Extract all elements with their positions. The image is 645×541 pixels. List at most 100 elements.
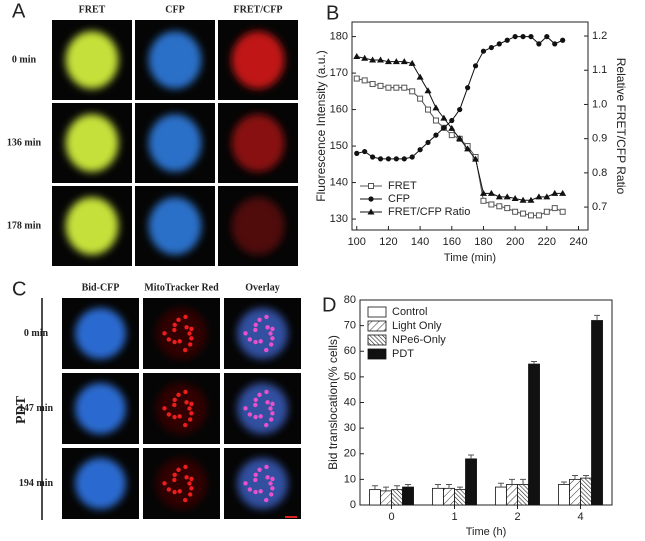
cell (156, 457, 207, 510)
legend-label: Control (392, 306, 427, 318)
y-tick-label: 10 (344, 473, 356, 485)
y2-tick-label: 0.9 (592, 133, 607, 145)
spot (270, 326, 275, 332)
error-bar (468, 454, 475, 459)
spot (269, 417, 274, 422)
cell (231, 197, 285, 255)
error-bar (405, 484, 412, 488)
y-tick-label: 130 (330, 213, 348, 225)
spot (189, 336, 194, 341)
column-header: CFP (165, 4, 184, 15)
spot (264, 347, 269, 353)
spot (268, 481, 273, 486)
spot (162, 331, 167, 336)
cell (148, 31, 202, 89)
y2-tick-label: 1.2 (592, 30, 607, 42)
marker (401, 84, 408, 91)
marker (479, 189, 487, 196)
spot (270, 401, 275, 407)
spot (183, 422, 188, 428)
y-tick-label: 70 (344, 320, 356, 332)
y2-tick-label: 0.7 (592, 201, 607, 213)
marker (361, 77, 368, 84)
spot (172, 477, 177, 483)
marker (551, 189, 559, 196)
spot (264, 464, 269, 470)
marker (432, 117, 439, 124)
x-axis-label: Time (min) (444, 252, 496, 264)
cell (231, 31, 285, 89)
x-tick-label: 160 (443, 236, 461, 248)
marker (511, 195, 519, 202)
spot (166, 487, 172, 492)
spot (243, 406, 248, 411)
x-tick-label: 1 (451, 511, 457, 523)
x-tick-label: 220 (538, 236, 556, 248)
cell (75, 307, 126, 360)
marker (535, 212, 542, 219)
spot (183, 314, 188, 320)
spot (257, 392, 262, 398)
marker (528, 33, 534, 40)
spot (172, 322, 177, 328)
marker (353, 53, 361, 60)
error-bar (531, 361, 538, 365)
marker (487, 189, 495, 196)
y2-axis-label: Relative FRET/CFP Ratio (614, 58, 628, 195)
marker (519, 196, 527, 203)
error-bar (445, 484, 452, 489)
panel-letter: D (322, 294, 336, 316)
marker (448, 124, 456, 131)
spot (270, 411, 275, 416)
marker (369, 56, 377, 63)
cell (156, 307, 207, 360)
cell (148, 114, 202, 172)
spot (243, 481, 248, 486)
spot (176, 317, 181, 323)
column-header: FRET/CFP (234, 4, 283, 15)
y-tick-label: 30 (344, 422, 356, 434)
marker (464, 145, 472, 152)
spot (177, 489, 182, 494)
spot (257, 317, 262, 323)
marker (465, 85, 471, 91)
marker (417, 95, 424, 102)
cell (75, 457, 126, 510)
spot (269, 342, 274, 347)
spot (184, 475, 189, 480)
series-line (356, 56, 563, 201)
spot (184, 325, 189, 330)
marker (448, 132, 455, 139)
marker (496, 41, 502, 47)
cell (237, 307, 288, 360)
y-tick-label: 40 (344, 396, 356, 408)
y-tick-label: 150 (330, 140, 348, 152)
y-tick-label: 180 (330, 31, 348, 43)
x-tick-label: 0 (388, 511, 394, 523)
error-bar (583, 475, 590, 479)
marker (433, 132, 439, 138)
marker (495, 193, 503, 200)
spot (270, 336, 275, 341)
marker (362, 148, 368, 155)
marker (353, 75, 360, 82)
spot (187, 481, 192, 486)
y-tick-label: 140 (330, 176, 348, 188)
error-bar (520, 478, 527, 485)
spot (172, 339, 177, 345)
spot (172, 489, 177, 495)
spot (257, 467, 262, 473)
marker (520, 33, 526, 40)
spot (172, 414, 177, 420)
legend-label: FRET (388, 180, 417, 192)
marker (543, 193, 551, 200)
y2-tick-label: 1.1 (592, 64, 607, 76)
spot (253, 477, 258, 483)
x-tick-label: 2 (514, 511, 520, 523)
spot (189, 326, 194, 332)
y-tick-label: 50 (344, 371, 356, 383)
spot (253, 339, 258, 345)
legend-label: NPe6-Only (392, 334, 446, 346)
y-tick-label: 160 (330, 103, 348, 115)
